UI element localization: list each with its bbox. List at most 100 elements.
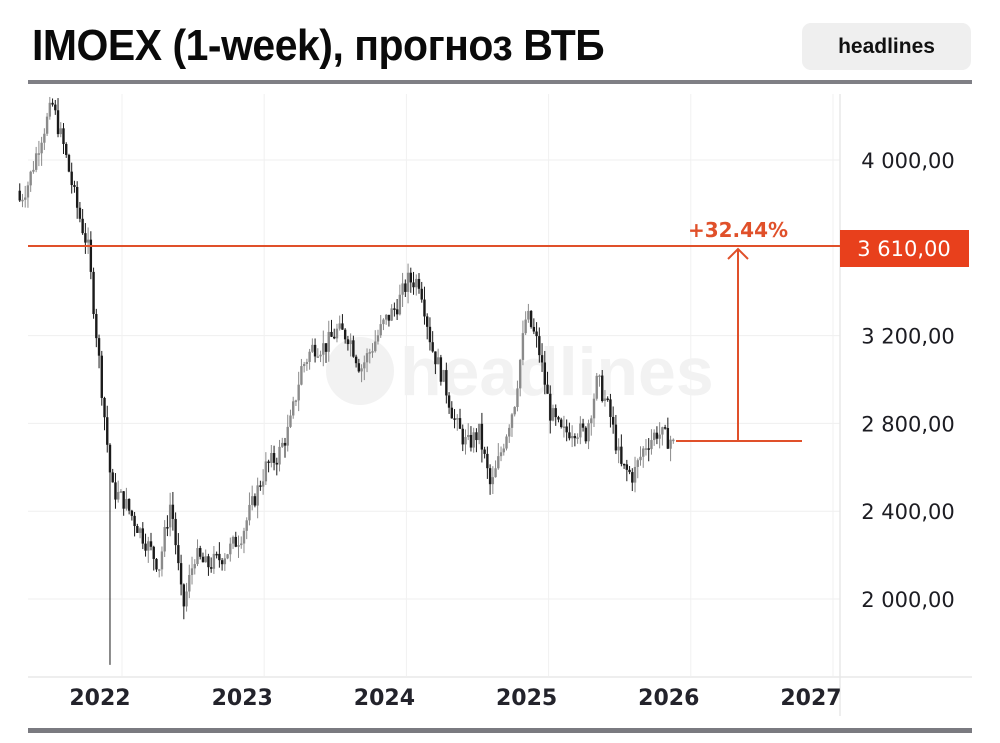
candle-body <box>311 344 314 352</box>
candle-body <box>34 153 38 170</box>
candle-body <box>633 466 637 483</box>
candle-body <box>108 444 112 473</box>
x-tick-label: 2024 <box>354 686 415 711</box>
candle-body <box>387 314 391 321</box>
candle-body <box>147 541 150 551</box>
candle-body <box>125 498 128 509</box>
candle-body <box>417 278 421 289</box>
candle-body <box>497 456 500 469</box>
candle-body <box>245 520 248 531</box>
candle-body <box>456 418 459 420</box>
candle-body <box>199 548 202 557</box>
candle-body <box>447 395 451 408</box>
watermark: headlines <box>400 334 714 410</box>
arrow-up-icon <box>727 247 749 260</box>
candle-body <box>144 543 147 551</box>
candle-body <box>376 335 380 342</box>
candle-body <box>415 278 418 288</box>
x-tick-label: 2025 <box>496 686 557 711</box>
candle-body <box>193 564 196 569</box>
candlestick-series <box>18 96 675 665</box>
candle-body <box>119 491 123 493</box>
candle-body <box>570 435 574 439</box>
candle-body <box>655 432 659 439</box>
candle-body <box>620 446 623 464</box>
candle-body <box>341 323 344 330</box>
candle-body <box>313 344 317 357</box>
candle-body <box>510 414 514 428</box>
candle-body <box>625 464 629 470</box>
candle-body <box>253 496 257 506</box>
candle-body <box>505 436 508 449</box>
candle-body <box>45 116 49 134</box>
candle-body <box>335 328 339 339</box>
candle-body <box>549 393 552 421</box>
candle-body <box>584 427 588 442</box>
candle-body <box>272 453 276 463</box>
candle-body <box>568 432 571 439</box>
candle-body <box>622 463 626 466</box>
candle-body <box>136 526 139 533</box>
candle-body <box>672 439 675 442</box>
candle-body <box>149 541 153 547</box>
candle-body <box>442 370 445 382</box>
candle-body <box>644 448 648 450</box>
candle-body <box>592 398 596 419</box>
candle-body <box>37 153 41 155</box>
candle-body <box>450 407 454 419</box>
candle-body <box>130 510 134 516</box>
candle-body <box>204 556 207 563</box>
candle-body <box>138 528 142 533</box>
candle-body <box>650 440 653 450</box>
candle-body <box>168 504 172 528</box>
headlines-badge: headlines <box>802 23 971 70</box>
candle-body <box>209 567 213 569</box>
candle-body <box>404 283 407 292</box>
candle-body <box>559 419 563 427</box>
candle-body <box>67 154 71 172</box>
candle-body <box>103 397 106 418</box>
candle-body <box>636 460 639 467</box>
candle-body <box>78 207 82 219</box>
candle-body <box>327 331 330 352</box>
candle-body <box>343 329 347 340</box>
candle-body <box>212 553 216 569</box>
candle-body <box>330 331 333 337</box>
target-price-tag <box>840 230 969 267</box>
candle-body <box>240 543 243 546</box>
candle-body <box>477 423 481 441</box>
price-axis: 4 000,00 3 200,00 2 800,00 2 400,00 2 000,00 <box>861 149 955 612</box>
candle-body <box>218 553 221 561</box>
candle-body <box>171 504 175 519</box>
candle-body <box>631 472 634 483</box>
candle-body <box>278 446 281 465</box>
candle-body <box>647 448 650 450</box>
candle-body <box>529 310 533 327</box>
candle-body <box>127 498 131 511</box>
candle-body <box>21 199 24 202</box>
candle-body <box>368 352 371 354</box>
candle-body <box>464 437 467 445</box>
candle-body <box>18 190 21 201</box>
candle-body <box>379 324 382 336</box>
candle-body <box>229 543 232 555</box>
candle-body <box>395 309 399 315</box>
candle-body <box>352 340 355 357</box>
candle-body <box>480 423 484 450</box>
candle-body <box>152 546 155 559</box>
candle-body <box>48 102 52 117</box>
candle-body <box>40 142 43 154</box>
candle-body <box>333 336 336 339</box>
candle-body <box>174 518 177 546</box>
candle-body <box>116 492 120 500</box>
candle-body <box>412 282 415 288</box>
candle-body <box>302 363 306 367</box>
candle-body <box>409 272 412 283</box>
candle-body <box>294 400 298 402</box>
candle-body <box>581 423 585 428</box>
candle-body <box>283 442 287 446</box>
candle-body <box>160 551 164 570</box>
candle-body <box>652 432 656 441</box>
candle-body <box>491 477 495 485</box>
candle-body <box>562 426 566 428</box>
